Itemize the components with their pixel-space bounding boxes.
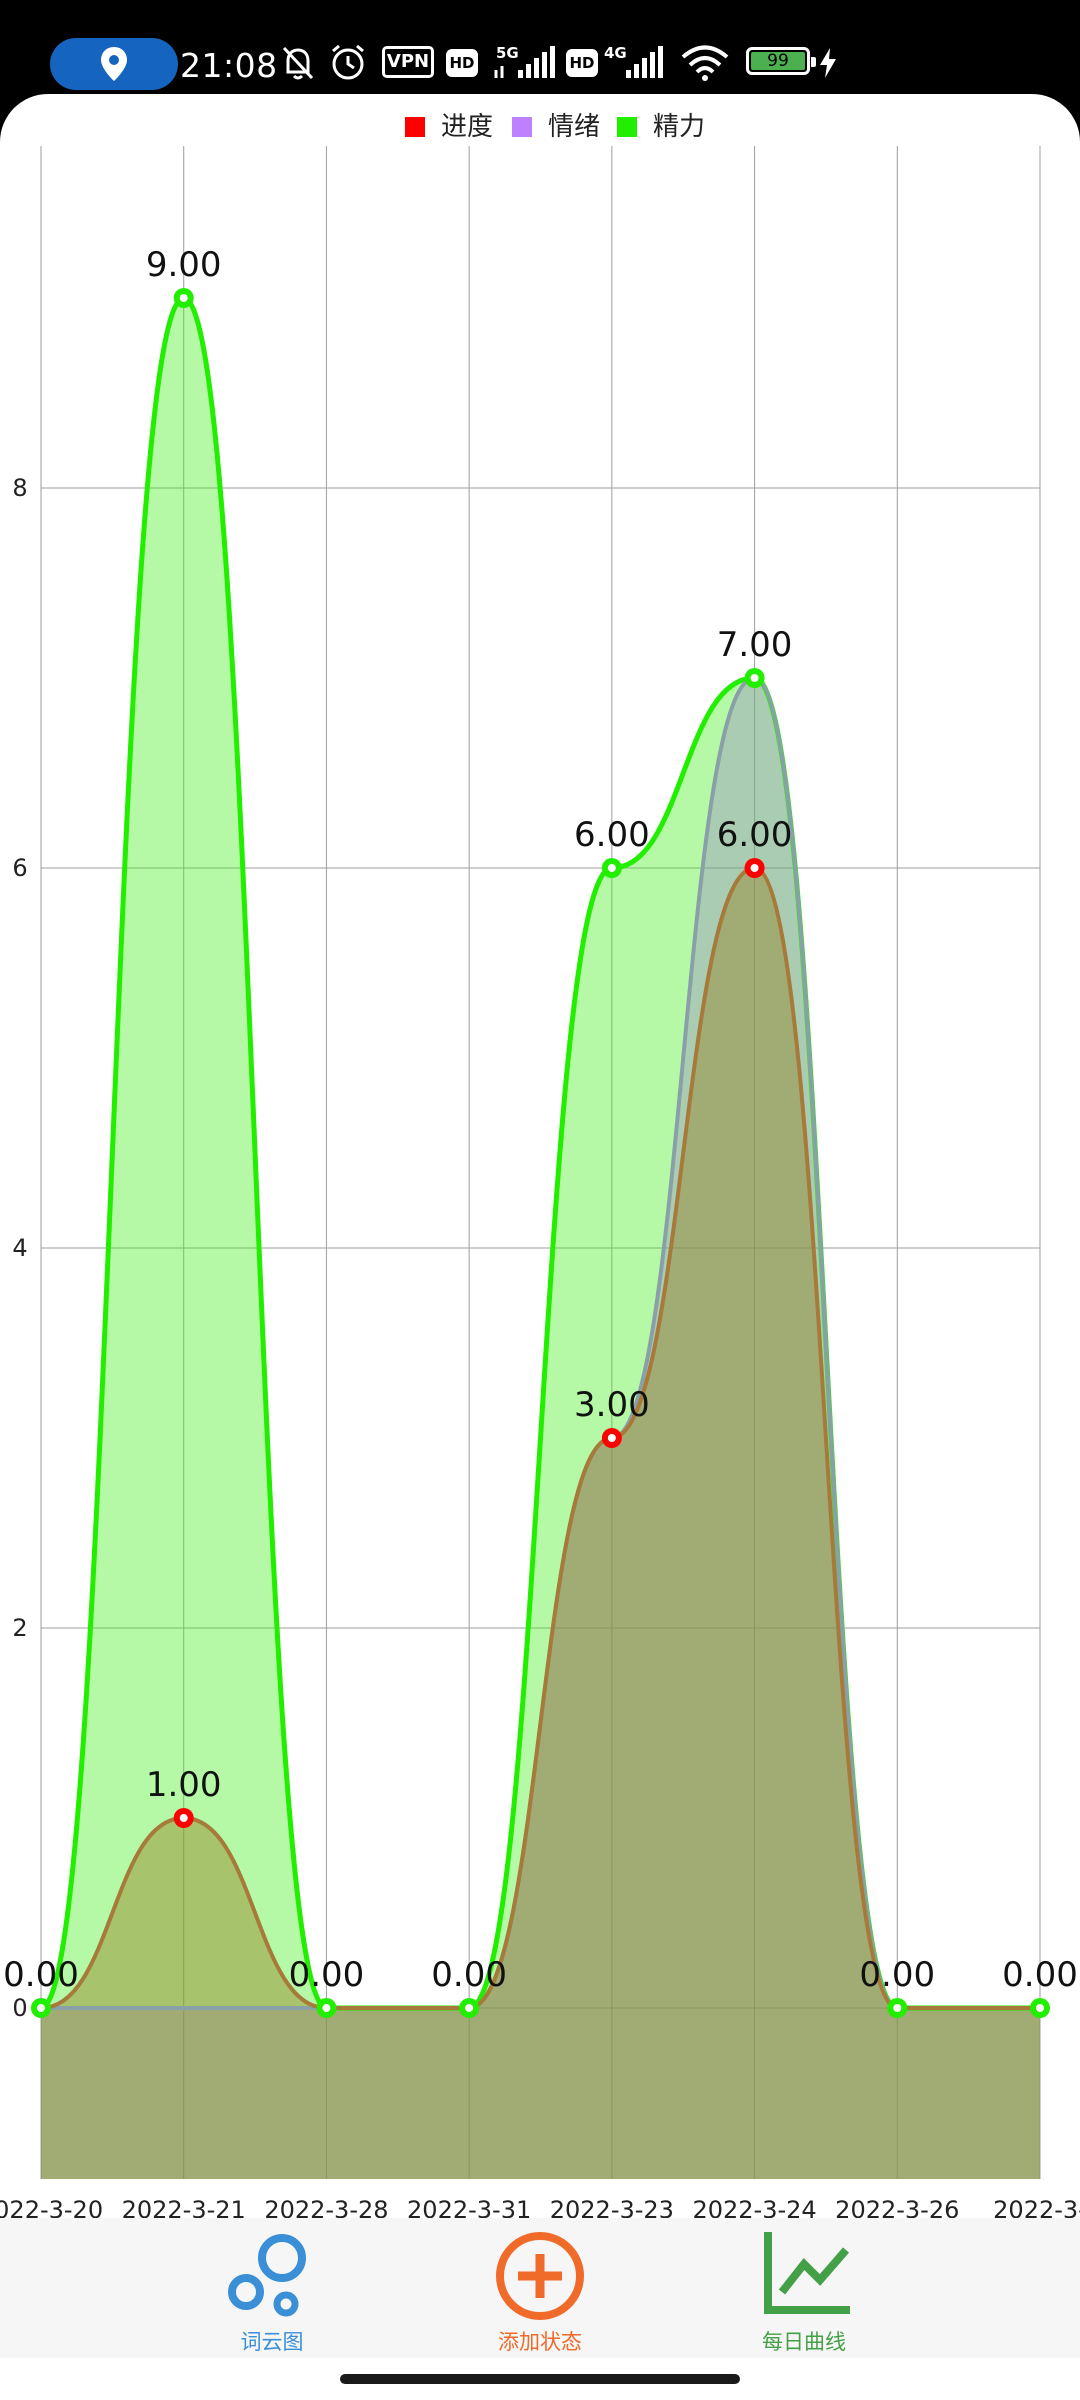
- battery-level: 99: [767, 51, 789, 71]
- mute-bell-icon: [282, 46, 314, 80]
- legend-label: 精力: [653, 112, 705, 142]
- y-tick-label: 8: [12, 474, 27, 502]
- value-label: 0.00: [1002, 1955, 1078, 1995]
- nav-word-cloud[interactable]: 词云图: [172, 2218, 372, 2358]
- data-point-center: [1036, 2004, 1044, 2012]
- signal-icon: [494, 46, 555, 78]
- data-point-center: [750, 674, 759, 682]
- location-icon: [101, 47, 127, 81]
- alarm-icon: [332, 44, 364, 80]
- data-point-center: [607, 1434, 616, 1442]
- clock: 21:08: [180, 46, 278, 85]
- data-point-center: [607, 864, 616, 872]
- area-fill-2: [41, 298, 1040, 2179]
- network-5g: 5G: [496, 44, 519, 62]
- hd-badge-2: HD: [566, 49, 598, 77]
- charging-icon: [820, 48, 836, 78]
- legend-swatch: [617, 117, 637, 137]
- vpn-badge: VPN: [382, 46, 434, 78]
- legend-swatch: [512, 117, 532, 137]
- chart-card: 0.00 9.00 1.00 0.00 0.00 6.00 3.00 7.00 6.00 0.00…: [0, 94, 1080, 2400]
- bubbles-icon: [228, 2234, 306, 2317]
- signal-icon-2: [626, 46, 663, 78]
- value-label: 0.00: [431, 1955, 507, 1995]
- value-label: 6.00: [574, 815, 650, 855]
- data-point-center: [37, 2004, 45, 2012]
- home-indicator[interactable]: [340, 2374, 740, 2384]
- value-label: 3.00: [574, 1385, 650, 1425]
- value-label: 0.00: [289, 1955, 365, 1995]
- battery-icon: 99: [746, 47, 816, 75]
- add-circle-icon: [496, 2232, 584, 2320]
- data-point-center: [322, 2004, 331, 2012]
- area-fill-0: [41, 868, 1040, 2179]
- y-tick-label: 6: [12, 854, 27, 882]
- y-tick-label: 0: [12, 1994, 27, 2022]
- area-fill-1: [41, 678, 1040, 2179]
- legend-label: 情绪: [548, 112, 600, 142]
- value-label: 7.00: [717, 625, 793, 665]
- data-point-center: [750, 864, 759, 872]
- nav-add-status[interactable]: 添加状态: [440, 2218, 640, 2358]
- area-chart: 0.00 9.00 1.00 0.00 0.00 6.00 3.00 7.00 6.00 0.00…: [0, 112, 1080, 2224]
- bottom-nav: 词云图 添加状态 每日曲线: [0, 2218, 1080, 2358]
- value-label: 0.00: [859, 1955, 935, 1995]
- location-pill[interactable]: [50, 38, 178, 90]
- legend-label: 进度: [441, 112, 493, 142]
- line-chart-icon: [764, 2232, 850, 2314]
- network-4g: 4G: [604, 44, 627, 62]
- data-point-center: [179, 294, 188, 302]
- hd-badge: HD: [446, 49, 478, 77]
- y-tick-label: 4: [12, 1234, 27, 1262]
- data-point-center: [465, 2004, 474, 2012]
- nav-label-daily-curve: 每日曲线: [762, 2330, 846, 2354]
- nav-daily-curve[interactable]: 每日曲线: [704, 2218, 904, 2358]
- wifi-icon: [681, 45, 729, 81]
- data-point-center: [893, 2004, 902, 2012]
- value-label: 6.00: [717, 815, 793, 855]
- nav-label-word-cloud: 词云图: [240, 2330, 304, 2354]
- y-tick-label: 2: [12, 1614, 27, 1642]
- legend-swatch: [405, 117, 425, 137]
- nav-label-add-status: 添加状态: [498, 2330, 582, 2354]
- value-label: 1.00: [146, 1765, 222, 1805]
- data-point-center: [179, 1814, 188, 1822]
- value-label: 9.00: [146, 245, 222, 285]
- value-label: 0.00: [3, 1955, 79, 1995]
